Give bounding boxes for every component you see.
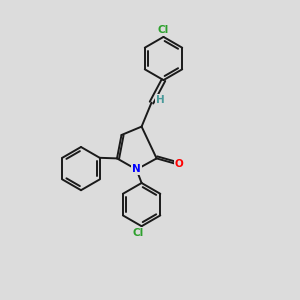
- Text: N: N: [132, 164, 141, 175]
- Text: Cl: Cl: [133, 228, 144, 238]
- Text: Cl: Cl: [158, 25, 169, 35]
- Text: H: H: [155, 95, 164, 105]
- Text: O: O: [174, 159, 183, 169]
